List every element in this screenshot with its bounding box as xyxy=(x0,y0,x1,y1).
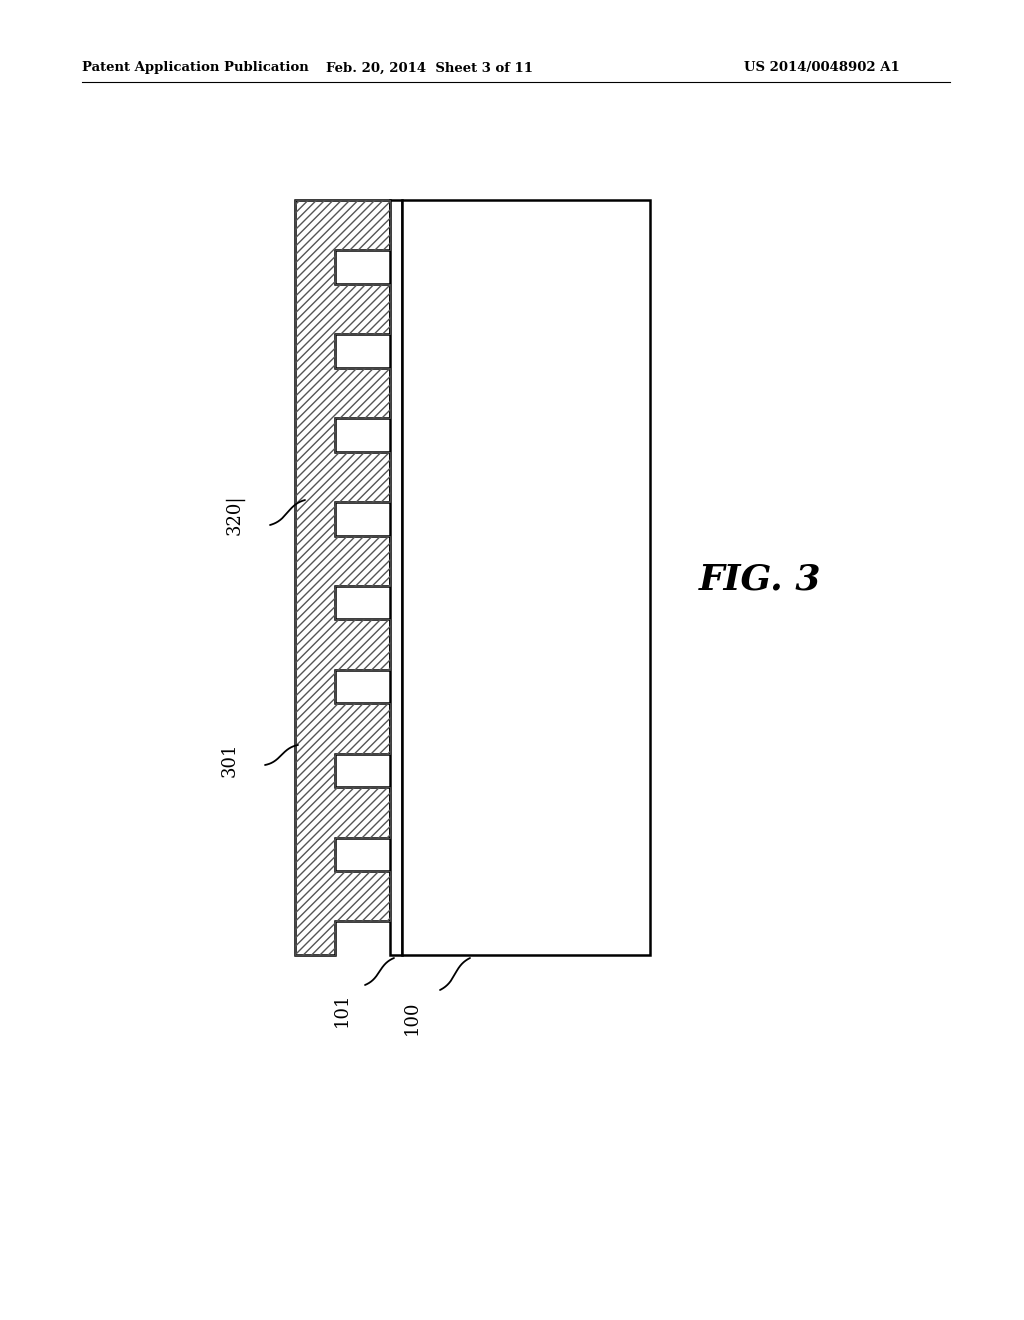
Text: 320: 320 xyxy=(226,500,244,535)
Text: Feb. 20, 2014  Sheet 3 of 11: Feb. 20, 2014 Sheet 3 of 11 xyxy=(327,62,534,74)
Polygon shape xyxy=(295,201,390,954)
Text: Patent Application Publication: Patent Application Publication xyxy=(82,62,309,74)
Text: 301: 301 xyxy=(221,743,239,777)
Text: US 2014/0048902 A1: US 2014/0048902 A1 xyxy=(744,62,900,74)
Bar xyxy=(402,201,650,954)
Bar xyxy=(390,201,402,954)
Text: FIG. 3: FIG. 3 xyxy=(698,564,821,597)
Text: 101: 101 xyxy=(333,993,351,1027)
Text: 100: 100 xyxy=(403,1001,421,1035)
